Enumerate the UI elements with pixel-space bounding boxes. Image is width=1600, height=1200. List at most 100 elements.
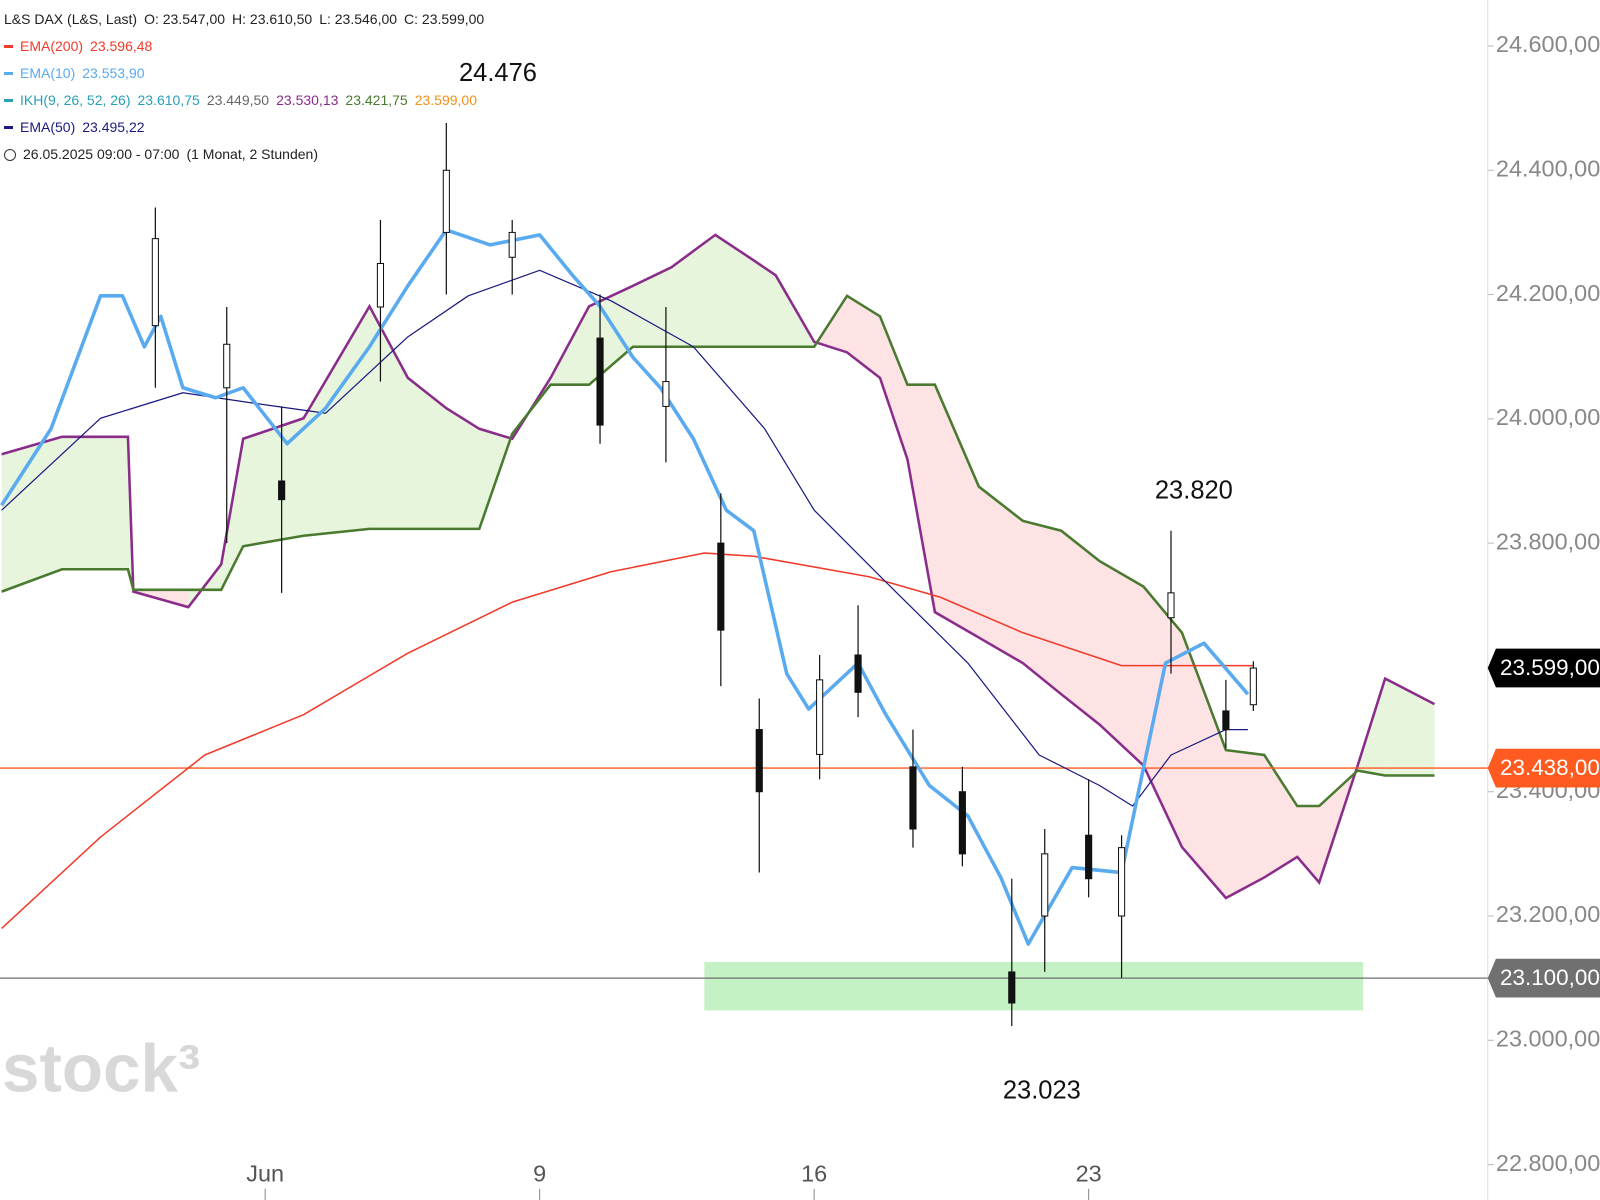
legend-time: 26.05.2025 09:00 - 07:00 (1 Monat, 2 Stun… [4,141,484,168]
x-tick-label: 23 [1076,1161,1102,1187]
cloud-segment [1264,755,1298,878]
cloud-segment [407,377,447,529]
legend-entry: EMA(200) 23.596,48 [4,33,484,60]
legend-entry: EMA(50) 23.495,22 [4,114,484,141]
candle-body [1249,667,1257,706]
cloud-segment [880,316,908,460]
cloud-segment [1,436,63,592]
cloud-segment [1225,750,1265,898]
cloud-segment [632,267,672,347]
cloud-segment [188,564,222,608]
cloud-segment [1061,530,1100,725]
cloud-segment [715,234,754,347]
cloud-segment [446,408,480,529]
candle-body [1008,971,1016,1004]
candle-body [278,480,286,501]
cloud-segment [934,384,979,638]
legend-entry: EMA(10) 23.553,90 [4,60,484,87]
time-range: (1 Monat, 2 Stunden) [186,146,318,162]
candle-body [151,238,159,327]
candle-body [1222,710,1230,731]
cloud-segment [62,436,128,570]
candle-body [442,169,450,233]
x-tick-label: 9 [533,1161,546,1187]
cloud-segment [907,384,935,613]
candle-body [662,381,670,407]
time-info: 26.05.2025 09:00 - 07:00 [23,146,180,162]
legend-entry: IKH(9, 26, 52, 26) 23.610,75 23.449,50 23.5… [4,87,484,114]
candle-body [909,766,917,830]
price-tag-label: 23.438,00 [1500,755,1600,780]
candle-body [376,262,385,308]
price-tag [1487,748,1600,788]
candle-body [816,679,824,755]
indicator-line [1,552,1254,930]
y-tick-label: 23.800,00 [1496,528,1600,554]
price-tag [1487,958,1600,998]
legend-value: 23.610,75 [137,92,200,108]
clock-icon [4,148,16,161]
y-tick-label: 22.800,00 [1496,1150,1600,1176]
price-tag [1487,648,1600,688]
legend-header: L&S DAX (L&S, Last) O: 23.547,00 H: 23.61… [4,6,484,33]
y-tick-label: 24.400,00 [1496,155,1600,181]
legend-swatch [4,72,13,75]
ohlc-label: H: 23.610,50 [232,11,313,27]
candle-body [1041,853,1049,917]
ohlc-label: C: 23.599,00 [404,11,485,27]
candle-body [508,231,516,258]
candle-body [1085,834,1093,880]
legend-label: EMA(10) [20,65,76,81]
price-annotation: 24.476 [459,59,537,87]
legend-label: EMA(200) [20,38,84,54]
cloud-segment [243,418,304,547]
candle-body [958,791,966,855]
candle-body [1167,592,1175,619]
price-annotation: 23.023 [1003,1077,1081,1105]
cloud-segment [753,260,776,347]
ohlc-label: O: 23.547,00 [144,11,226,27]
price-annotation: 23.820 [1155,477,1233,505]
y-tick-label: 23.000,00 [1496,1025,1600,1051]
cloud-segment [1143,586,1182,848]
cloud-span-a [1,233,1436,900]
cloud-segment [1181,632,1226,898]
price-tag-label: 23.599,00 [1500,655,1600,680]
x-tick-label: 16 [801,1161,827,1187]
candle-body [1118,847,1126,917]
legend-value: 23.596,48 [90,38,153,54]
cloud-segment [1385,678,1435,776]
cloud-span-b [1,294,1435,808]
legend-swatch [4,99,13,102]
legend-value: 23.421,75 [345,92,408,108]
y-tick-label: 24.600,00 [1496,31,1600,57]
legend-value: 23.449,50 [206,92,270,108]
y-tick-label: 24.000,00 [1496,404,1600,430]
cloud-segment [1022,520,1062,695]
ohlc-label: L: 23.546,00 [319,11,398,27]
legend-value: 23.530,13 [276,92,339,108]
instrument-title: L&S DAX (L&S, Last) [4,11,138,27]
cloud-segment [978,486,1023,664]
candle-body [755,729,763,793]
candle-body [854,654,862,693]
y-tick-label: 23.200,00 [1496,901,1600,927]
watermark: stock³ [2,1031,200,1106]
cloud-segment [1099,561,1144,766]
legend-value: 23.495,22 [82,119,145,135]
support-zone [704,961,1364,1011]
legend-label: IKH(9, 26, 52, 26) [20,92,131,108]
legend-value: 23.553,90 [82,65,145,81]
candle-body [223,343,231,389]
price-tag-label: 23.100,00 [1500,965,1600,990]
legend-label: EMA(50) [20,119,76,135]
indicator-line [0,228,1250,946]
x-tick-label: Jun [246,1161,284,1187]
legend: L&S DAX (L&S, Last) O: 23.547,00 H: 23.61… [4,6,484,168]
legend-swatch [4,45,13,48]
candle-body [596,337,604,426]
indicator-line [1,269,1248,807]
candle-body [717,542,725,631]
